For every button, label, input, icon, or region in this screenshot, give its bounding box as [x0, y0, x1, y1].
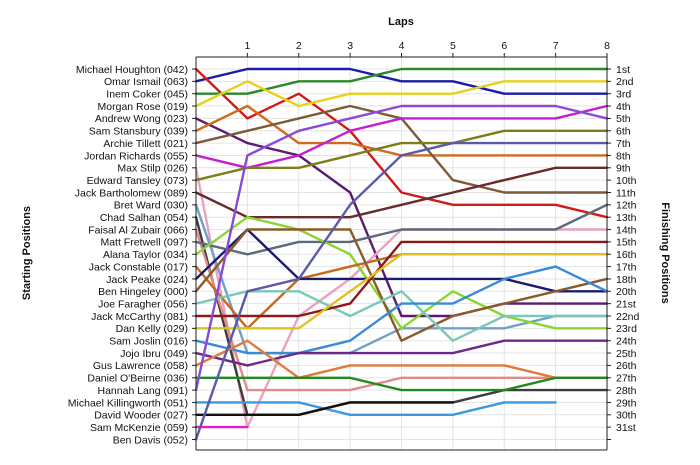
- finishing-position-label: 7th: [616, 138, 631, 150]
- starting-position-label: Sam McKenzie (059): [90, 422, 188, 434]
- series-lines: [194, 67, 609, 441]
- series-line-11: [194, 166, 609, 219]
- finishing-position-label: 22nd: [616, 311, 640, 323]
- finishing-position-label: 25th: [616, 348, 637, 360]
- starting-position-label: Jack Peake (024): [106, 274, 188, 286]
- series-line-16: [194, 215, 609, 330]
- series-line-28: [194, 401, 557, 416]
- starting-position-label: Faisal Al Zubair (066): [88, 224, 188, 236]
- starting-position-label: Michael Killingworth (051): [68, 397, 188, 409]
- starting-position-label: Max Stilp (026): [117, 163, 188, 175]
- finishing-position-label: 27th: [616, 373, 637, 385]
- finishing-position-label: 1st: [616, 64, 630, 76]
- finishing-position-label: 29th: [616, 397, 637, 409]
- finishing-position-label: 26th: [616, 360, 637, 372]
- starting-position-label: Jack Constable (017): [89, 261, 188, 273]
- axes: [192, 53, 611, 451]
- x-tick-label: 3: [347, 40, 353, 52]
- starting-position-label: Archie Tillett (021): [103, 138, 188, 150]
- x-tick-label: 6: [501, 40, 507, 52]
- starting-position-label: Andrew Wong (023): [95, 113, 188, 125]
- series-line-14: [194, 228, 609, 392]
- series-line-20: [194, 290, 609, 342]
- starting-position-label: Chad Salhan (054): [100, 212, 188, 224]
- finishing-position-label: 14th: [616, 224, 637, 236]
- series-line-19: [194, 228, 609, 342]
- starting-position-label: Daniel O'Beirne (036): [87, 373, 188, 385]
- finishing-position-label: 6th: [616, 126, 631, 138]
- finishing-position-label: 16th: [616, 249, 637, 261]
- finishing-position-labels: 1st2nd3rd4th5th6th7th8th9th10th11th12th1…: [616, 64, 640, 434]
- y-axis-title-left: Starting Positions: [21, 206, 33, 300]
- finishing-position-label: 31st: [616, 422, 636, 434]
- series-line-27: [194, 104, 609, 392]
- starting-position-label: Omar Ismail (063): [104, 76, 188, 88]
- starting-position-label: Jack McCarthy (081): [91, 311, 188, 323]
- finishing-position-label: 10th: [616, 175, 637, 187]
- series-line-31: [194, 141, 609, 441]
- starting-position-label: Gus Lawrence (058): [93, 360, 188, 372]
- starting-position-label: Ben Hingeley (000): [98, 286, 188, 298]
- series-line-18: [194, 228, 609, 293]
- starting-position-labels: Michael Houghton (042)Omar Ismail (063)I…: [68, 64, 189, 446]
- y-axis-title-right: Finishing Positions: [659, 202, 671, 303]
- finishing-position-label: 17th: [616, 261, 637, 273]
- series-line-8: [194, 104, 609, 170]
- x-tick-label: 2: [296, 40, 302, 52]
- starting-position-label: Hannah Lang (091): [98, 385, 189, 397]
- finishing-position-label: 13th: [616, 212, 637, 224]
- starting-position-label: Alana Taylor (034): [103, 249, 188, 261]
- x-tick-labels: 1 2 3 4 5 6 7 8: [244, 40, 610, 52]
- series-line-4: [194, 80, 609, 108]
- series-line-1: [194, 67, 609, 95]
- x-tick-label: 1: [244, 40, 250, 52]
- starting-position-label: Dan Kelly (029): [116, 323, 188, 335]
- finishing-position-label: 30th: [616, 410, 637, 422]
- finishing-position-label: 3rd: [616, 89, 631, 101]
- series-line-25: [194, 339, 609, 379]
- series-line-15: [194, 203, 609, 256]
- finishing-position-label: 15th: [616, 237, 637, 249]
- finishing-position-label: 18th: [616, 274, 637, 286]
- finishing-position-label: 20th: [616, 286, 637, 298]
- starting-position-label: Inem Coker (045): [106, 89, 188, 101]
- finishing-position-label: 5th: [616, 113, 631, 125]
- series-line-22: [194, 253, 609, 330]
- finishing-position-label: 4th: [616, 101, 631, 113]
- finishing-position-label: 12th: [616, 200, 637, 212]
- finishing-position-label: 8th: [616, 150, 631, 162]
- starting-position-label: Jack Bartholomew (089): [75, 187, 188, 199]
- starting-position-label: Sam Joslin (016): [109, 336, 188, 348]
- series-line-21: [194, 240, 609, 318]
- x-tick-label: 4: [399, 40, 405, 52]
- starting-position-label: David Wooder (027): [94, 410, 188, 422]
- finishing-position-label: 21st: [616, 298, 636, 310]
- finishing-position-label: 24th: [616, 336, 637, 348]
- starting-position-label: Bret Ward (030): [114, 200, 188, 212]
- starting-position-label: Michael Houghton (042): [76, 64, 188, 76]
- starting-position-label: Jojo Ibru (049): [120, 348, 188, 360]
- x-tick-label: 5: [450, 40, 456, 52]
- starting-position-label: Morgan Rose (019): [98, 101, 188, 113]
- finishing-position-label: 9th: [616, 163, 631, 175]
- x-tick-label: 7: [553, 40, 559, 52]
- starting-position-label: Edward Tansley (073): [87, 175, 188, 187]
- series-line-10: [194, 129, 609, 182]
- series-line-24: [194, 339, 609, 367]
- series-line-26: [194, 376, 609, 392]
- finishing-position-label: 23rd: [616, 323, 637, 335]
- x-tick-label: 8: [604, 40, 610, 52]
- x-axis-title: Laps: [388, 16, 414, 28]
- finishing-position-label: 2nd: [616, 76, 634, 88]
- finishing-position-label: 28th: [616, 385, 637, 397]
- starting-position-label: Joe Faragher (056): [98, 298, 188, 310]
- finishing-position-label: 11th: [616, 187, 636, 199]
- starting-position-label: Ben Davis (052): [113, 434, 188, 446]
- series-line-2: [194, 67, 609, 219]
- starting-position-label: Sam Stansbury (039): [89, 126, 188, 138]
- starting-position-label: Jordan Richards (055): [84, 150, 188, 162]
- series-line-29: [194, 401, 455, 416]
- starting-position-label: Matt Fretwell (097): [100, 237, 188, 249]
